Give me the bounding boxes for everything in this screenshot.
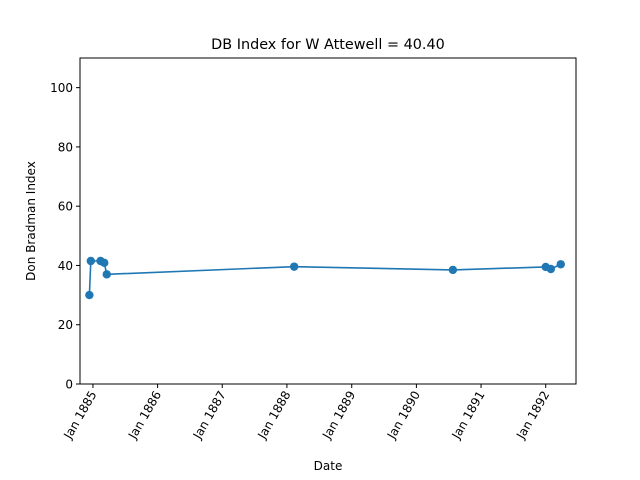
data-point xyxy=(556,260,565,269)
y-axis-label: Don Bradman Index xyxy=(24,161,38,281)
data-point xyxy=(85,290,94,300)
x-axis-label: Date xyxy=(314,459,343,473)
y-axis: 0 20 40 60 80 100 xyxy=(50,81,80,392)
y-tick-label: 0 xyxy=(65,378,73,392)
data-point xyxy=(546,264,556,274)
data-point xyxy=(289,262,299,271)
data-point xyxy=(448,265,458,275)
y-tick-label: 40 xyxy=(58,259,73,273)
data-point xyxy=(102,270,111,279)
plot-frame xyxy=(79,57,577,385)
data-point xyxy=(86,256,96,266)
data-point xyxy=(100,258,109,267)
y-tick-label: 80 xyxy=(58,140,73,154)
plot-markers xyxy=(85,256,565,300)
y-tick-label: 100 xyxy=(50,81,73,95)
chart-title: DB Index for W Attewell = 40.40 xyxy=(211,37,445,53)
y-tick-label: 60 xyxy=(58,200,73,214)
y-tick-label: 20 xyxy=(58,318,73,332)
